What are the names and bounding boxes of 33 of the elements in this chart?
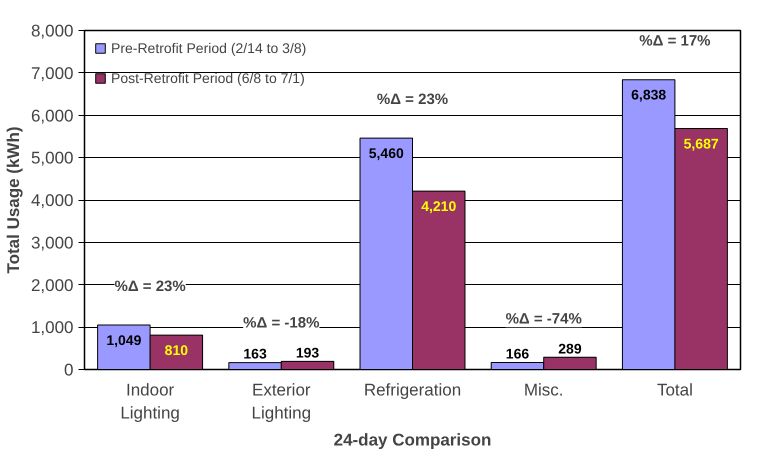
x-tick-label: Exterior Lighting <box>252 380 312 422</box>
data-label: 163 <box>243 346 267 362</box>
annotation: %Δ = 23% <box>114 278 186 296</box>
data-label: 5,460 <box>368 145 404 162</box>
x-axis-title: 24-day Comparison <box>334 430 492 450</box>
annotation: %Δ = 23% <box>376 91 448 108</box>
legend-label: Post-Retrofit Period (6/8 to 7/1) <box>111 70 305 86</box>
legend-label: Pre-Retrofit Period (2/14 to 3/8) <box>111 40 306 56</box>
annotation: %Δ = -18% <box>243 314 320 332</box>
x-tick-label: Indoor Lighting <box>120 380 180 422</box>
y-tick-label: 4,000 <box>30 191 74 210</box>
data-label: 166 <box>506 345 530 362</box>
annotation: %Δ = -74% <box>506 310 582 328</box>
data-label: 5,687 <box>684 136 719 152</box>
y-tick-label: 1,000 <box>30 318 74 338</box>
y-tick-label: 7,000 <box>30 64 74 83</box>
x-tick-label: Misc. <box>524 380 564 400</box>
data-label: 6,838 <box>631 86 666 103</box>
data-label: 193 <box>296 344 320 360</box>
y-tick-label: 2,000 <box>30 276 74 295</box>
x-tick-label: Total <box>656 380 693 400</box>
x-tick-label: Refrigeration <box>364 380 462 400</box>
data-label: 4,210 <box>421 198 456 214</box>
annotation: %Δ = 17% <box>639 32 711 50</box>
y-tick-label: 8,000 <box>30 22 74 40</box>
y-axis-title: Total Usage (kWh) <box>4 126 23 274</box>
data-label: 1,049 <box>106 332 142 348</box>
data-label: 289 <box>558 340 582 356</box>
y-tick-label: 5,000 <box>30 148 74 168</box>
data-label: 810 <box>164 342 188 358</box>
y-tick-label: 6,000 <box>30 106 74 126</box>
y-tick-label: 0 <box>64 360 74 380</box>
y-tick-label: 3,000 <box>30 233 74 252</box>
